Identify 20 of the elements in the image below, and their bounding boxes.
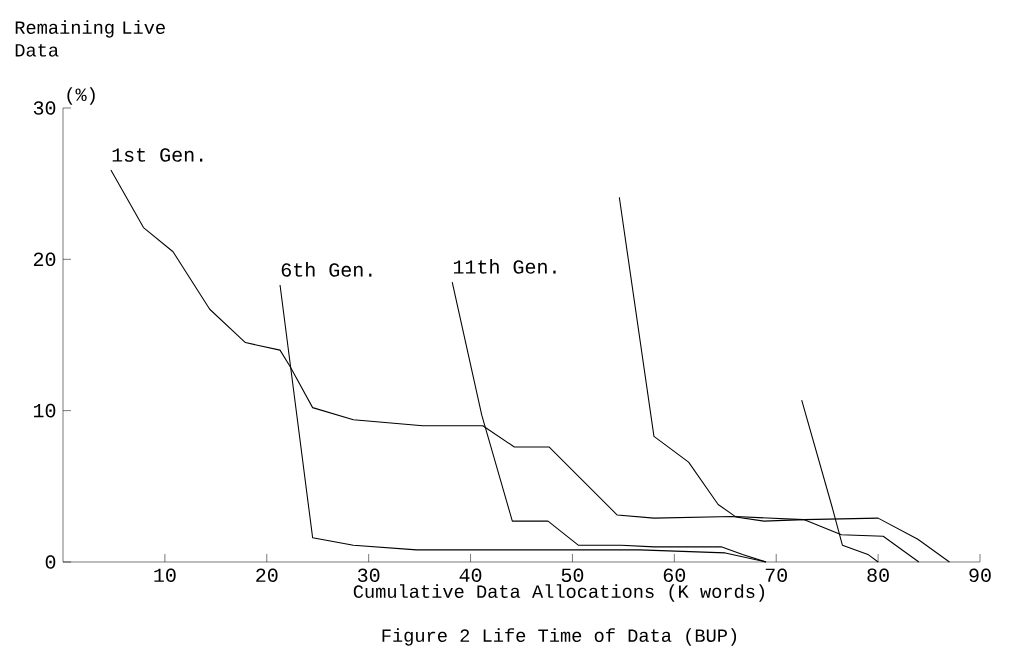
x-tick-label: 70	[765, 568, 787, 583]
x-tick-label: 30	[357, 568, 380, 583]
x-tick-label: 60	[663, 568, 686, 583]
series-label: 6th Gen.	[281, 262, 372, 277]
y-tick-label: 10	[33, 403, 56, 418]
y-tick-label: 0	[45, 555, 56, 569]
x-tick-label: 90	[969, 568, 991, 583]
y-axis-title: Remaining Live Data	[15, 20, 165, 57]
text: (%)	[67, 87, 95, 105]
series-label: 1st Gen.	[112, 148, 203, 162]
x-tick-label: 40	[459, 568, 482, 583]
x-tick-label: 80	[867, 568, 889, 583]
x-tick-label: 50	[561, 568, 584, 583]
x-tick-label: 20	[256, 568, 278, 583]
y-tick-label: 30	[33, 101, 56, 115]
y-tick-label: 20	[33, 252, 56, 267]
text: Figure 2 Life Time of Data (BUP)	[382, 628, 737, 646]
series-label: 11th Gen.	[453, 259, 556, 274]
x-axis-title: Cumulative Data Allocations (K words)	[353, 584, 765, 602]
x-tick-label: 10	[154, 568, 176, 583]
